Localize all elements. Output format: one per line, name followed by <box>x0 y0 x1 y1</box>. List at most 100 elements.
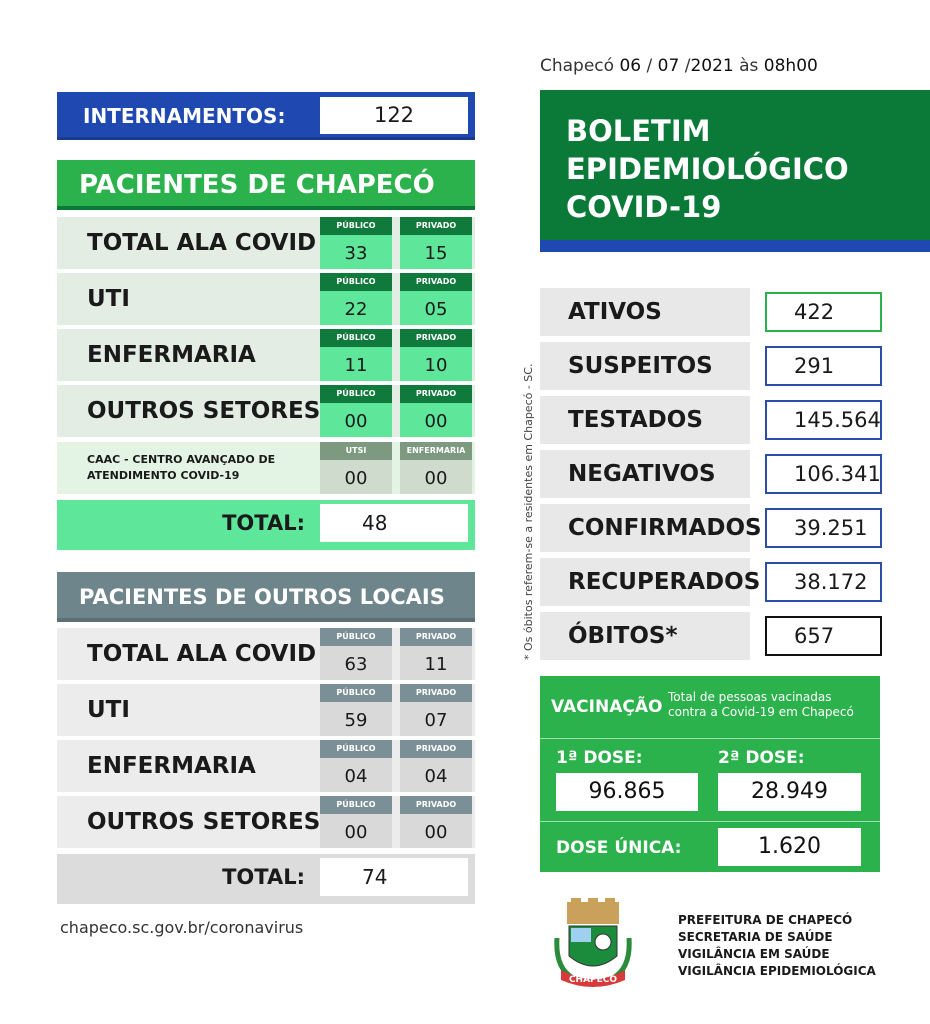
time: 08h00 <box>763 56 818 76</box>
cell-value: 15 <box>400 235 472 269</box>
row-label: OUTROS SETORES <box>87 809 321 835</box>
table-row: ENFERMARIA PÚBLICO 04 PRIVADO 04 <box>57 740 475 792</box>
privado-cell: PRIVADO 07 <box>400 684 472 736</box>
cell-header: PÚBLICO <box>320 684 392 702</box>
table-row: TOTAL ALA COVID PÚBLICO 63 PRIVADO 11 <box>57 628 475 680</box>
year: 2021 <box>690 56 734 76</box>
stat-row: TESTADOS 145.564 <box>540 396 885 444</box>
city: Chapecó <box>540 56 615 76</box>
title-box: BOLETIM EPIDEMIOLÓGICO COVID-19 <box>540 90 930 240</box>
publico-cell: PÚBLICO 00 <box>320 796 392 848</box>
outros-total: TOTAL: 74 <box>57 854 475 904</box>
publico-cell: PÚBLICO 33 <box>320 217 392 269</box>
divider <box>540 821 880 822</box>
cell-value: 00 <box>400 814 472 848</box>
chapeco-total: TOTAL: 48 <box>57 500 475 550</box>
row-label: OUTROS SETORES <box>87 398 321 424</box>
day: 06 <box>619 56 642 76</box>
cell-header: PÚBLICO <box>320 329 392 347</box>
stat-row: RECUPERADOS 38.172 <box>540 558 885 606</box>
privado-cell: PRIVADO 04 <box>400 740 472 792</box>
publico-cell: PÚBLICO 59 <box>320 684 392 736</box>
total-value: 74 <box>320 858 468 896</box>
publico-cell: PÚBLICO 00 <box>320 385 392 437</box>
cell-header: PÚBLICO <box>320 217 392 235</box>
privado-cell: PRIVADO 11 <box>400 628 472 680</box>
dose1-label: 1ª DOSE: <box>556 748 643 768</box>
title-line: EPIDEMIOLÓGICO <box>566 152 849 186</box>
cell-header: PRIVADO <box>400 329 472 347</box>
cell-header: PÚBLICO <box>320 385 392 403</box>
dose-unica-value: 1.620 <box>718 828 861 866</box>
table-row: TOTAL ALA COVID PÚBLICO 33 PRIVADO 15 <box>57 217 475 269</box>
privado-cell: PRIVADO 05 <box>400 273 472 325</box>
footer-line: SECRETARIA DE SAÚDE <box>678 930 833 944</box>
cell-header: PRIVADO <box>400 684 472 702</box>
privado-cell: PRIVADO 00 <box>400 796 472 848</box>
stat-value: 145.564 <box>765 400 882 440</box>
cell-header: PÚBLICO <box>320 740 392 758</box>
divider <box>540 738 880 739</box>
footer-line: VIGILÂNCIA EM SAÚDE <box>678 947 830 961</box>
vaccination-desc: Total de pessoas vacinadas contra a Covi… <box>668 690 854 720</box>
cell-value: 33 <box>320 235 392 269</box>
cell-header: PÚBLICO <box>320 796 392 814</box>
stat-value: 38.172 <box>765 562 882 602</box>
website-link[interactable]: chapeco.sc.gov.br/coronavirus <box>60 918 304 937</box>
publico-cell: PÚBLICO 04 <box>320 740 392 792</box>
row-label: ENFERMARIA <box>87 753 256 779</box>
logo-text: CHAPECÓ <box>569 973 617 985</box>
cell-value: 59 <box>320 702 392 736</box>
row-label: UTI <box>87 697 130 723</box>
dose2-label: 2ª DOSE: <box>718 748 805 768</box>
cell-header: UTSI <box>320 442 392 460</box>
table-row: UTI PÚBLICO 59 PRIVADO 07 <box>57 684 475 736</box>
footer-line: VIGILÂNCIA EPIDEMIOLÓGICA <box>678 964 876 978</box>
stat-label: TESTADOS <box>540 396 750 444</box>
cell-header: PRIVADO <box>400 217 472 235</box>
cell-value: 22 <box>320 291 392 325</box>
cell-value: 10 <box>400 347 472 381</box>
cell-header: PRIVADO <box>400 273 472 291</box>
privado-cell: PRIVADO 10 <box>400 329 472 381</box>
obitos-note: * Os óbitos referem-se a residentes em C… <box>522 363 535 660</box>
privado-cell: PRIVADO 15 <box>400 217 472 269</box>
sep: / <box>646 56 653 76</box>
sep: / <box>684 56 691 76</box>
title-underline <box>540 240 930 252</box>
stat-row: ÓBITOS* 657 <box>540 612 885 660</box>
cell-value: 11 <box>400 646 472 680</box>
cell-header: PRIVADO <box>400 385 472 403</box>
cell-header: PRIVADO <box>400 740 472 758</box>
cell-value: 05 <box>400 291 472 325</box>
stat-value: 422 <box>765 292 882 332</box>
cell-value: 04 <box>320 758 392 792</box>
cell-value: 04 <box>400 758 472 792</box>
footer-org: PREFEITURA DE CHAPECÓ SECRETARIA DE SAÚD… <box>678 912 876 980</box>
stat-row: ATIVOS 422 <box>540 288 885 336</box>
internamentos-bar: INTERNAMENTOS: 122 <box>57 92 475 140</box>
row-label: TOTAL ALA COVID <box>87 641 317 667</box>
title-line: BOLETIM <box>566 114 711 148</box>
cell-value: 00 <box>320 460 392 494</box>
stat-value: 106.341 <box>765 454 882 494</box>
dose2-value: 28.949 <box>718 773 861 811</box>
cell-value: 63 <box>320 646 392 680</box>
publico-cell: PÚBLICO 22 <box>320 273 392 325</box>
stat-row: NEGATIVOS 106.341 <box>540 450 885 498</box>
stat-label: ATIVOS <box>540 288 750 336</box>
desc-line: contra a Covid-19 em Chapecó <box>668 705 854 719</box>
enfermaria-cell: ENFERMARIA 00 <box>400 442 472 494</box>
chapeco-header: PACIENTES DE CHAPECÓ <box>57 160 475 210</box>
total-value: 48 <box>320 504 468 542</box>
table-row: OUTROS SETORES PÚBLICO 00 PRIVADO 00 <box>57 796 475 848</box>
cell-header: PÚBLICO <box>320 628 392 646</box>
stat-value: 39.251 <box>765 508 882 548</box>
cell-header: ENFERMARIA <box>400 442 472 460</box>
total-label: TOTAL: <box>222 511 305 535</box>
cell-value: 00 <box>320 403 392 437</box>
caac-row: CAAC - CENTRO AVANÇADO DE ATENDIMENTO CO… <box>57 442 475 494</box>
outros-header: PACIENTES DE OUTROS LOCAIS <box>57 572 475 622</box>
caac-line: CAAC - CENTRO AVANÇADO DE <box>87 453 276 466</box>
footer-line: PREFEITURA DE CHAPECÓ <box>678 913 853 927</box>
